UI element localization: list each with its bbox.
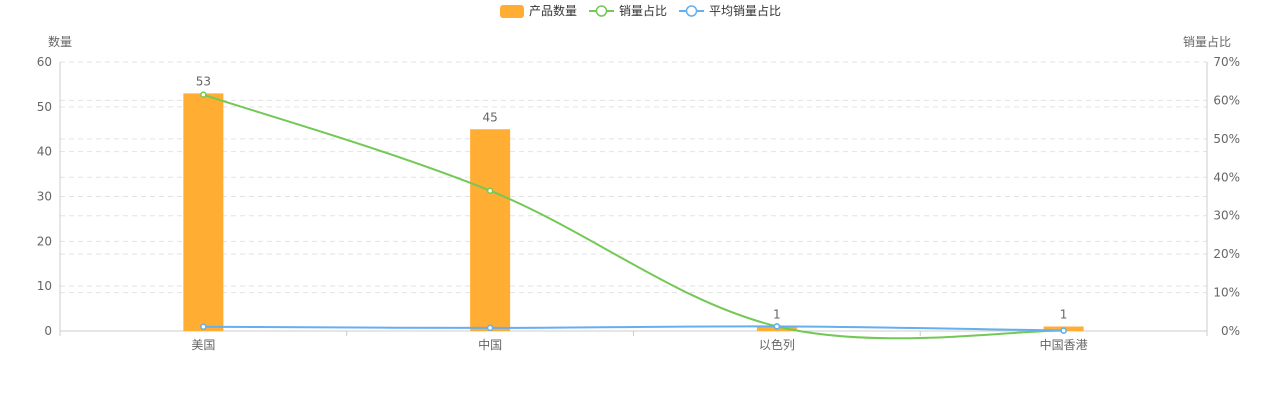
x-axis-category-label: 中国香港: [1040, 337, 1088, 352]
line-avg-sales-share[interactable]: [203, 325, 1064, 332]
bar-data-label: 1: [773, 308, 781, 322]
axis-layer: 0 10 20 30 40 50 60 0% 10% 20% 30% 40% 50% 60% 70% 数量 销量…: [37, 34, 1240, 352]
y-axis-right-tick-label: 30%: [1213, 209, 1240, 223]
line-avg-sales-share-point[interactable]: [200, 323, 207, 331]
y-axis-left-tick-label: 0: [44, 324, 52, 338]
bar-data-label: 1: [1060, 308, 1068, 322]
y-axis-right-tick-label: 20%: [1213, 247, 1240, 261]
line-layer: [200, 91, 1067, 340]
legend: 产品数量 销量占比 平均销量占比: [500, 3, 781, 18]
legend-item[interactable]: 产品数量: [500, 3, 577, 18]
legend-marker: [685, 5, 698, 17]
legend-label: 产品数量: [529, 3, 577, 18]
bar-data-label: 45: [482, 110, 497, 124]
x-axis-category-label: 中国: [478, 337, 502, 352]
grid-layer: [60, 61, 1207, 294]
y-axis-right-tick-label: 40%: [1213, 170, 1240, 184]
legend-label: 平均销量占比: [709, 3, 781, 18]
y-axis-left-tick-label: 30: [37, 190, 52, 204]
legend-item[interactable]: 销量占比: [589, 3, 667, 18]
line-avg-sales-share-point[interactable]: [773, 323, 781, 330]
y-axis-left-tick-label: 40: [37, 145, 52, 159]
bar-product-count[interactable]: [470, 129, 511, 331]
y-axis-left-tick-label: 50: [37, 100, 52, 114]
y-axis-left-tick-label: 60: [37, 55, 52, 69]
bar-layer: [183, 93, 1084, 331]
line-sales-share[interactable]: [203, 93, 1064, 340]
y-axis-left-tick-label: 10: [37, 279, 52, 293]
y-axis-right-title: 销量占比: [1183, 34, 1231, 49]
y-axis-left-tick-label: 20: [37, 234, 52, 248]
y-axis-right-tick-label: 10%: [1213, 286, 1240, 300]
legend-label: 销量占比: [619, 3, 667, 18]
y-axis-right-tick-label: 0%: [1221, 324, 1240, 338]
legend-marker: [595, 5, 608, 17]
y-axis-right-tick-label: 50%: [1213, 132, 1240, 146]
x-axis-category-label: 以色列: [759, 338, 795, 352]
y-axis-left-title: 数量: [48, 34, 72, 49]
line-avg-sales-share-point[interactable]: [1060, 327, 1067, 334]
legend-bar-swatch: [500, 5, 524, 18]
x-axis-category-label: 美国: [191, 338, 215, 352]
label-layer: 53 45 1 1: [196, 74, 1068, 321]
bar-product-count[interactable]: [183, 93, 224, 331]
line-avg-sales-share-point[interactable]: [486, 324, 494, 332]
legend-item[interactable]: 平均销量占比: [679, 3, 781, 18]
line-sales-share-point[interactable]: [486, 187, 494, 194]
y-axis-right-tick-label: 60%: [1213, 93, 1240, 107]
bar-data-label: 53: [196, 74, 211, 88]
line-sales-share-point[interactable]: [200, 91, 207, 98]
y-axis-right-tick-label: 70%: [1213, 55, 1240, 69]
